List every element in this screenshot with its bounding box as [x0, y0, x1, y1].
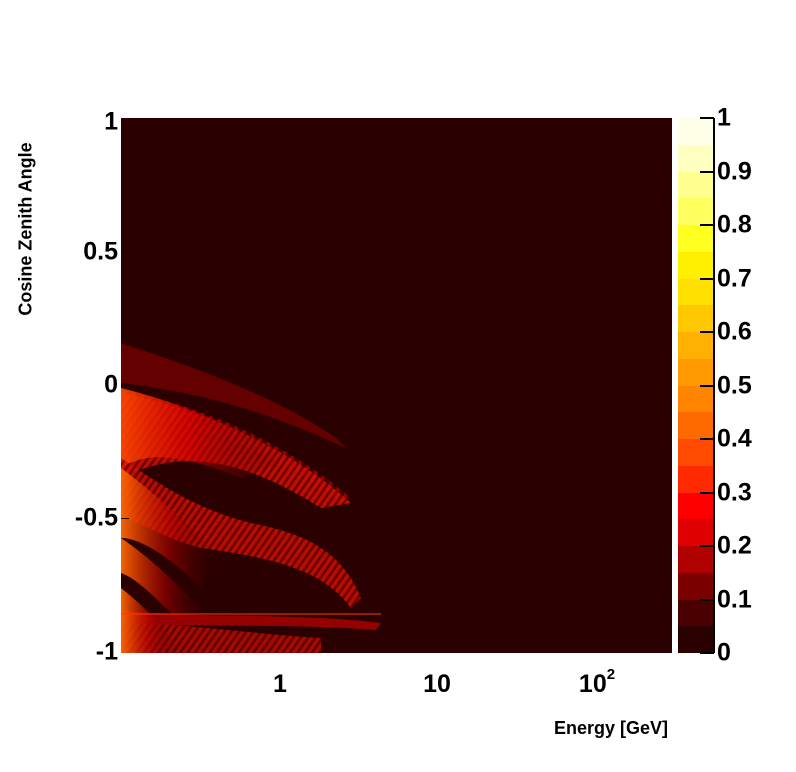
colorbar-tick [700, 224, 714, 226]
colorbar-band [678, 626, 713, 653]
colorbar-band [678, 465, 713, 493]
colorbar-tick [700, 598, 714, 601]
colorbar-band [678, 572, 713, 600]
colorbar-band [678, 332, 713, 359]
y-tick-label: -0.5 [74, 503, 118, 532]
colorbar-band [678, 225, 713, 252]
colorbar-tick [700, 170, 714, 173]
colorbar-tick-label: 0.5 [717, 371, 752, 399]
colorbar-band [678, 278, 713, 306]
colorbar-tick-label: 0.8 [717, 210, 752, 239]
colorbar-tick-label: 0.4 [717, 424, 752, 453]
colorbar-tick [700, 277, 714, 280]
y-minor-tick [121, 518, 129, 519]
colorbar-band [678, 171, 713, 199]
y-tick-label: -1 [95, 637, 118, 666]
colorbar-tick-label: 0.3 [717, 478, 752, 506]
y-minor-tick [121, 252, 129, 253]
colorbar-band [678, 305, 713, 332]
x-tick-label: 10 [423, 670, 451, 698]
colorbar-tick-label: 0.6 [717, 317, 752, 346]
y-tick-label: 0.5 [83, 237, 118, 266]
colorbar-axis [713, 118, 715, 653]
colorbar-tick-label: 0.9 [717, 157, 752, 185]
heatmap-plot-area [121, 118, 673, 653]
x-tick-label: 1 [273, 670, 287, 698]
colorbar-band [678, 144, 713, 172]
colorbar-tick [700, 117, 714, 119]
colorbar-band [678, 519, 713, 546]
colorbar-band [678, 251, 713, 279]
x-axis-title: Energy [GeV] [553, 718, 668, 738]
colorbar-tick [700, 545, 714, 547]
colorbar-band [678, 599, 713, 627]
y-tick-label: 0 [104, 370, 118, 399]
y-tick-label: 1 [104, 107, 118, 136]
colorbar-band [678, 198, 713, 225]
colorbar-band [678, 412, 713, 439]
colorbar-tick-label: 0 [717, 638, 731, 667]
colorbar-tick [700, 331, 714, 333]
colorbar [678, 118, 713, 653]
colorbar-band [678, 385, 713, 413]
colorbar-tick [700, 438, 714, 440]
colorbar-band [678, 439, 713, 466]
colorbar-tick [700, 652, 714, 654]
colorbar-tick-label: 0.1 [717, 585, 752, 613]
colorbar-tick-label: 0.2 [717, 531, 752, 560]
colorbar-tick [700, 384, 714, 387]
colorbar-band [678, 546, 713, 573]
x-tick-label: 102 [578, 666, 616, 698]
colorbar-band [678, 118, 713, 145]
colorbar-tick-label: 1 [717, 103, 731, 132]
y-minor-tick [121, 385, 129, 386]
y-axis-title: Cosine Zenith Angle [15, 142, 36, 316]
heatmap-image [121, 343, 381, 653]
colorbar-band [678, 492, 713, 520]
colorbar-tick-label: 0.7 [717, 264, 752, 292]
colorbar-band [678, 358, 713, 386]
colorbar-tick [700, 491, 714, 494]
